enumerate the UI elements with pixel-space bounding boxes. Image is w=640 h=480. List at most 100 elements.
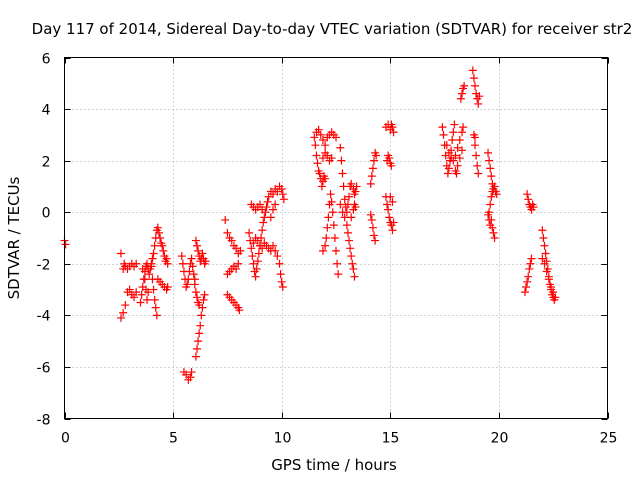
data-point	[442, 141, 451, 150]
data-point	[385, 213, 394, 222]
data-point	[321, 174, 330, 183]
data-point	[487, 192, 496, 201]
data-point	[119, 308, 128, 317]
y-tick-label: -2	[37, 258, 51, 274]
data-point	[455, 154, 464, 163]
data-point	[323, 223, 332, 232]
data-point	[524, 195, 533, 204]
data-point	[338, 169, 347, 178]
data-point	[191, 288, 200, 297]
data-point	[194, 337, 203, 346]
plot-frame	[64, 57, 608, 419]
data-point	[327, 154, 336, 163]
data-point	[326, 190, 335, 199]
data-point	[522, 282, 531, 291]
data-point	[372, 151, 381, 160]
data-point	[538, 254, 547, 263]
data-point	[149, 285, 158, 294]
data-point	[334, 270, 343, 279]
data-point	[452, 169, 461, 178]
y-tick-label: 6	[42, 52, 51, 68]
data-point	[162, 254, 171, 263]
data-point	[232, 264, 241, 273]
data-point	[271, 246, 280, 255]
data-point	[249, 259, 258, 268]
data-point	[340, 195, 349, 204]
y-tick-label: -6	[37, 361, 51, 377]
data-point	[457, 89, 466, 98]
data-point	[137, 290, 146, 299]
data-point	[125, 285, 134, 294]
data-point	[148, 254, 157, 263]
y-tick-label: 2	[42, 155, 51, 171]
data-point	[351, 187, 360, 196]
data-point	[549, 288, 558, 297]
data-point	[474, 169, 483, 178]
data-point	[327, 197, 336, 206]
data-point	[194, 246, 203, 255]
data-point	[269, 241, 278, 250]
data-point	[150, 295, 159, 304]
data-point	[449, 156, 458, 165]
data-point	[263, 197, 272, 206]
data-point	[524, 272, 533, 281]
data-point	[278, 190, 287, 199]
data-point	[471, 133, 480, 142]
data-point	[468, 66, 477, 75]
data-point	[312, 151, 321, 160]
data-point	[540, 241, 549, 250]
data-point	[490, 182, 499, 191]
data-point	[444, 164, 453, 173]
data-point	[182, 370, 191, 379]
data-points	[60, 66, 560, 384]
data-point	[490, 234, 499, 242]
data-point	[317, 182, 326, 191]
data-point	[200, 290, 209, 299]
data-point	[388, 197, 397, 206]
data-point	[249, 239, 258, 248]
x-axis-label: GPS time / hours	[271, 456, 397, 474]
data-point	[245, 228, 254, 237]
data-point	[227, 236, 236, 245]
data-point	[187, 254, 196, 263]
data-point	[488, 187, 497, 196]
data-point	[346, 244, 355, 253]
data-point	[347, 179, 356, 188]
data-point	[177, 252, 186, 261]
data-point	[279, 195, 288, 204]
data-point	[195, 329, 204, 338]
data-point	[321, 141, 330, 150]
data-point	[389, 128, 398, 137]
data-point	[324, 213, 333, 222]
data-point	[116, 249, 125, 258]
data-point	[144, 288, 153, 297]
data-point	[264, 192, 273, 201]
data-point	[384, 205, 393, 214]
data-point	[529, 203, 538, 212]
data-point	[147, 262, 156, 271]
data-point	[183, 280, 192, 289]
data-point	[489, 228, 498, 237]
data-point	[349, 264, 358, 273]
data-point	[444, 148, 453, 157]
data-point	[457, 128, 466, 137]
data-point	[386, 192, 395, 201]
y-tick-label: -8	[37, 413, 51, 429]
data-point	[130, 293, 139, 302]
data-point	[367, 215, 376, 224]
data-point	[542, 267, 551, 276]
data-point	[145, 270, 154, 279]
data-point	[492, 190, 501, 199]
data-point	[336, 200, 345, 209]
data-point	[474, 99, 483, 108]
data-point	[525, 264, 534, 273]
data-point	[352, 182, 361, 191]
data-point	[351, 203, 360, 212]
data-point	[150, 241, 159, 250]
data-point	[235, 306, 244, 315]
data-point	[333, 259, 342, 268]
data-point	[370, 156, 379, 165]
data-point	[343, 228, 352, 237]
data-point	[151, 303, 160, 312]
data-point	[459, 123, 468, 132]
